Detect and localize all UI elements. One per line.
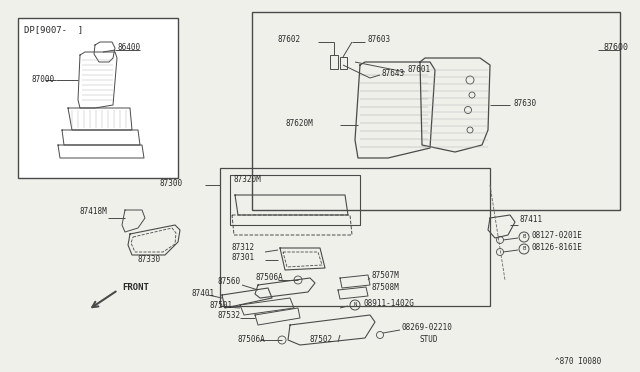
Text: 87507M: 87507M [372, 270, 400, 279]
Text: 87506A: 87506A [238, 336, 266, 344]
Text: 87312: 87312 [232, 244, 255, 253]
Text: B: B [522, 234, 525, 240]
Text: ^870 I0080: ^870 I0080 [555, 357, 601, 366]
Bar [220, 168, 490, 306]
Bar [330, 55, 338, 69]
Text: N: N [353, 302, 356, 308]
Text: B: B [522, 247, 525, 251]
Text: 87000: 87000 [32, 76, 55, 84]
Text: 87620M: 87620M [285, 119, 313, 128]
Text: 08126-8161E: 08126-8161E [531, 243, 582, 251]
Bar [230, 175, 360, 225]
Text: 87602: 87602 [278, 35, 301, 45]
Text: STUD: STUD [420, 336, 438, 344]
Text: 87643: 87643 [382, 68, 405, 77]
Bar [340, 57, 347, 69]
Text: 87560: 87560 [218, 278, 241, 286]
Bar [252, 12, 620, 210]
Text: 87411: 87411 [520, 215, 543, 224]
Text: 87401: 87401 [192, 289, 215, 298]
Text: 87501: 87501 [210, 301, 233, 310]
Text: 87601: 87601 [408, 65, 431, 74]
Text: 87301: 87301 [232, 253, 255, 263]
Text: 86400: 86400 [118, 44, 141, 52]
Text: 87600: 87600 [604, 44, 629, 52]
Text: 87320M: 87320M [234, 176, 262, 185]
Text: 08269-02210: 08269-02210 [402, 324, 453, 333]
Text: 87603: 87603 [368, 35, 391, 45]
Text: 87330: 87330 [138, 256, 161, 264]
Text: 87418M: 87418M [80, 208, 108, 217]
Text: FRONT: FRONT [122, 283, 149, 292]
Text: 87506A: 87506A [255, 273, 283, 282]
Text: 87508M: 87508M [372, 283, 400, 292]
Text: 87630: 87630 [514, 99, 537, 108]
Text: 87502: 87502 [310, 336, 333, 344]
Text: 08911-1402G: 08911-1402G [364, 298, 415, 308]
Bar [18, 18, 178, 178]
Text: DP[9007-  ]: DP[9007- ] [24, 26, 83, 35]
Text: 87300: 87300 [160, 179, 183, 187]
Text: 08127-0201E: 08127-0201E [531, 231, 582, 240]
Text: 87532: 87532 [218, 311, 241, 320]
